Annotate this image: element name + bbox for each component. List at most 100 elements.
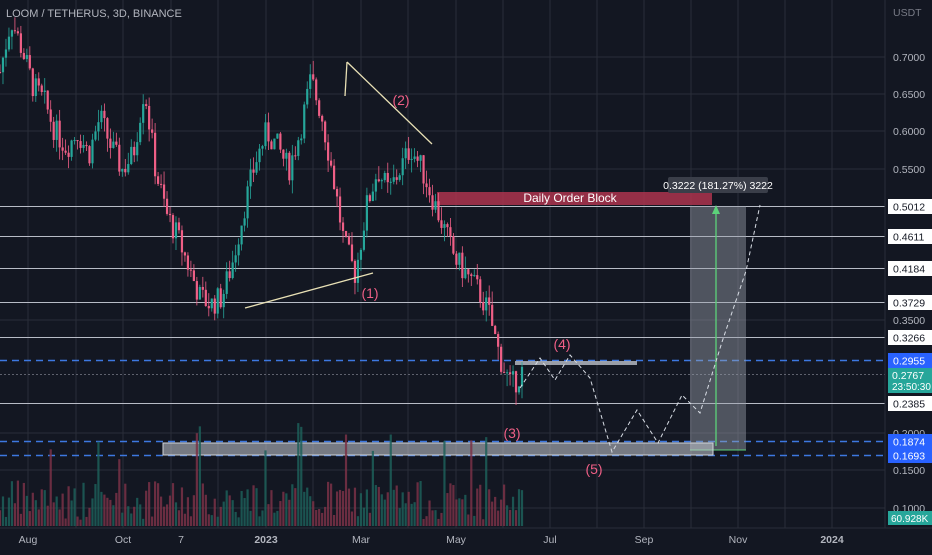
candle-body <box>249 169 252 187</box>
time-label-sep: Sep <box>635 534 654 546</box>
wave-1-label: (1) <box>361 285 378 301</box>
candle-body <box>183 252 187 256</box>
volume-bar <box>22 482 25 526</box>
volume-bar <box>324 506 327 526</box>
candle-body <box>467 269 470 275</box>
candle-body <box>22 52 25 59</box>
candle-body <box>55 120 58 140</box>
volume-bar <box>395 485 398 526</box>
candle-body <box>133 146 136 156</box>
volume-bar <box>246 489 249 526</box>
symbol-legend[interactable]: LOOM / TETHERUS, 3D, BINANCE <box>6 8 182 20</box>
candle-body <box>130 146 133 165</box>
candle-body <box>231 262 234 279</box>
candle-body <box>273 138 276 150</box>
volume-bar <box>186 497 190 526</box>
measure-box[interactable] <box>690 206 746 450</box>
volume-bar <box>446 493 449 526</box>
volume-bar <box>476 488 479 526</box>
candle-body <box>103 110 106 119</box>
candle-body <box>136 142 139 156</box>
candle-body <box>458 252 461 265</box>
level-badge-4 <box>888 330 932 345</box>
tick-0-3500: 0.3500 <box>893 315 925 327</box>
volume-bar <box>422 519 425 526</box>
candle-body <box>410 158 413 160</box>
volume-bar <box>19 513 22 526</box>
volume-bar <box>508 509 512 526</box>
volume-bar <box>300 426 303 526</box>
candle-body <box>389 181 392 183</box>
volume-bar <box>58 509 61 526</box>
countdown-label: 23:50:30 <box>892 382 931 393</box>
candle-body <box>154 132 157 177</box>
candle-body <box>49 109 52 122</box>
candle-body <box>180 230 184 253</box>
candle-body <box>82 144 85 148</box>
volume-badge <box>888 511 932 525</box>
candle-body <box>288 152 291 181</box>
volume-bar <box>458 498 461 526</box>
support-zone[interactable] <box>162 442 714 456</box>
candle-body <box>520 366 524 387</box>
candle-body <box>437 201 440 221</box>
volume-bar <box>70 500 73 526</box>
measure-tooltip-text: 0.3222 (181.27%) 3222 <box>663 180 773 192</box>
time-label-oct: Oct <box>115 534 131 546</box>
wave4-zone[interactable] <box>515 361 637 365</box>
volume-bar <box>520 490 524 526</box>
volume-bar <box>377 486 380 526</box>
level-badge-0 <box>888 199 932 214</box>
candle-body <box>213 298 216 314</box>
candle-body <box>488 297 491 305</box>
volume-bar <box>380 494 383 526</box>
candle-body <box>118 144 121 172</box>
triangle-pattern[interactable] <box>244 61 433 309</box>
candle-body <box>234 255 237 263</box>
volume-bar <box>4 516 8 526</box>
volume-bar <box>327 481 330 526</box>
volume-bar <box>371 450 374 526</box>
volume-bar <box>467 514 470 526</box>
candle-body <box>58 120 61 148</box>
volume-bar <box>219 506 222 526</box>
volume-bar <box>67 486 70 526</box>
candle-body <box>168 213 172 216</box>
level-price-5: 0.2955 <box>893 356 925 368</box>
tick-0-1500: 0.1500 <box>893 465 925 477</box>
candle-body <box>61 147 64 151</box>
candle-body <box>321 115 324 122</box>
volume-bar <box>425 516 428 526</box>
candle-body <box>416 156 419 161</box>
currency-label: USDT <box>893 7 922 19</box>
candle-body <box>446 224 449 228</box>
horizontal-levels[interactable] <box>0 206 885 457</box>
last-price-badge <box>888 368 932 393</box>
volume-bar <box>344 434 348 526</box>
volume-bar <box>198 426 201 526</box>
volume-bar <box>106 497 109 526</box>
candle-body <box>28 55 31 69</box>
volume-bar <box>103 494 106 526</box>
volume-bar <box>315 509 318 526</box>
candle-body <box>4 49 8 58</box>
volume-bar <box>368 512 371 526</box>
volume-bar <box>264 450 267 526</box>
volume-bar <box>225 490 228 526</box>
volume-bar <box>165 504 169 526</box>
volume-bar <box>52 502 55 526</box>
time-axis[interactable] <box>0 528 932 550</box>
volume-bar <box>350 511 354 526</box>
volume-bar <box>261 510 264 526</box>
candle-body <box>511 371 515 375</box>
level-badge-1 <box>888 229 932 244</box>
projection-path <box>519 204 761 454</box>
order-block-zone[interactable] <box>437 192 712 205</box>
volume-bar <box>473 515 476 526</box>
candle-body <box>246 186 249 219</box>
measure-arrow-head <box>712 205 720 214</box>
candle-body <box>67 152 70 157</box>
tick-0-5500: 0.5500 <box>893 164 925 176</box>
volume-bar <box>285 493 288 526</box>
